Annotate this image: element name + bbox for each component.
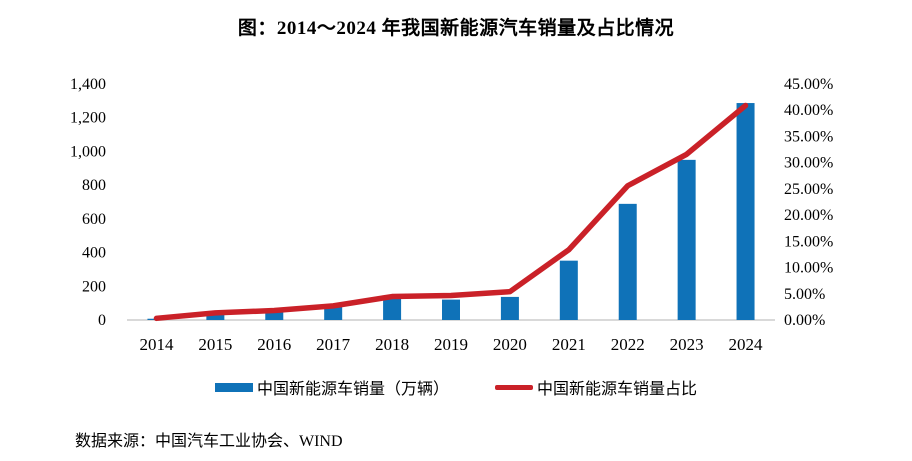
sales-bar-2017	[324, 306, 343, 320]
x-axis-label: 2018	[375, 335, 409, 354]
x-axis-label: 2024	[729, 335, 764, 354]
y-axis-right-tick-label: 0.00%	[784, 312, 825, 329]
y-axis-left-tick-label: 600	[82, 211, 106, 228]
legend-label-sales: 中国新能源车销量（万辆）	[256, 381, 449, 398]
x-axis-label: 2020	[493, 335, 527, 354]
y-axis-left-tick-label: 0	[98, 312, 106, 329]
y-axis-left-tick-label: 800	[82, 177, 106, 194]
x-axis-label: 2014	[139, 335, 174, 354]
sales-bar-2015	[206, 314, 225, 320]
sales-bar-2018	[383, 298, 402, 320]
sales-bar-2016	[265, 311, 284, 320]
sales-bar-2022	[618, 203, 637, 320]
y-axis-right-tick-label: 40.00%	[784, 102, 833, 119]
x-axis-label: 2017	[316, 335, 351, 354]
sales-bar-2023	[677, 159, 696, 320]
legend-item-sales: 中国新能源车销量（万辆）	[214, 375, 449, 399]
sales-bar-2019	[442, 299, 460, 320]
chart-legend: 中国新能源车销量（万辆） 中国新能源车销量占比	[0, 375, 912, 399]
y-axis-left-tick-label: 1,400	[70, 76, 106, 93]
y-axis-right-tick-label: 45.00%	[784, 76, 833, 93]
x-axis-label: 2021	[552, 335, 586, 354]
sales-bar-2020	[500, 296, 519, 320]
x-axis-label: 2023	[670, 335, 704, 354]
legend-label-share: 中国新能源车销量占比	[537, 381, 698, 398]
line-series-swatch-icon	[495, 384, 533, 390]
x-axis-label: 2019	[434, 335, 468, 354]
bar-series-swatch-icon	[214, 382, 253, 392]
x-axis-label: 2016	[257, 335, 291, 354]
y-axis-right-tick-label: 20.00%	[784, 207, 833, 224]
y-axis-right-tick-label: 5.00%	[784, 286, 825, 303]
source-note: 数据来源：中国汽车工业协会、WIND	[75, 433, 343, 450]
share-line	[153, 102, 749, 322]
sales-bar-2024	[736, 103, 755, 320]
y-axis-left-tick-label: 1,200	[70, 110, 106, 127]
y-axis-right-tick-label: 35.00%	[784, 128, 833, 145]
legend-item-share: 中国新能源车销量占比	[495, 375, 697, 399]
y-axis-right-tick-label: 10.00%	[784, 260, 833, 277]
y-axis-right-tick-label: 30.00%	[784, 155, 833, 172]
chart-title: 图：2014～2024 年我国新能源汽车销量及占比情况	[237, 18, 675, 39]
x-axis-label: 2015	[198, 335, 232, 354]
x-axis-label: 2022	[611, 335, 645, 354]
y-axis-right-tick-label: 15.00%	[784, 233, 833, 250]
y-axis-left-tick-label: 400	[82, 245, 106, 262]
y-axis-right-tick-label: 25.00%	[784, 181, 833, 198]
sales-bar-2021	[559, 260, 578, 320]
y-axis-left-tick-label: 1,000	[70, 143, 106, 160]
y-axis-left-tick-label: 200	[82, 278, 106, 295]
